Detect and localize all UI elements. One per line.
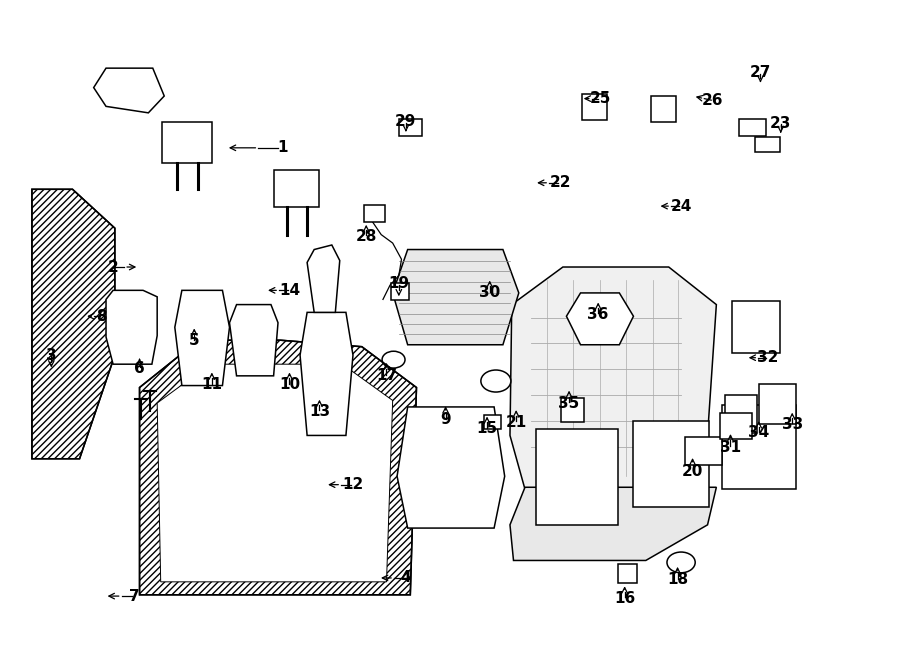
Polygon shape: [230, 305, 278, 376]
Bar: [162, 122, 212, 163]
Text: 13: 13: [309, 404, 330, 419]
Text: 23: 23: [770, 116, 791, 131]
Bar: [634, 421, 709, 507]
Text: 34: 34: [748, 425, 770, 440]
Text: 14: 14: [279, 283, 300, 298]
Text: 25: 25: [590, 91, 610, 106]
Bar: [739, 120, 766, 136]
Bar: [274, 171, 319, 208]
Text: 21: 21: [506, 415, 526, 430]
Polygon shape: [397, 407, 505, 528]
Polygon shape: [566, 293, 634, 345]
Text: 30: 30: [479, 286, 500, 301]
Text: 18: 18: [667, 572, 688, 588]
Text: 3: 3: [46, 348, 57, 363]
Text: 27: 27: [750, 65, 771, 80]
Text: 20: 20: [682, 464, 703, 479]
Text: 19: 19: [388, 276, 410, 292]
Bar: [483, 414, 501, 429]
Text: 26: 26: [702, 93, 724, 108]
Text: 29: 29: [395, 114, 417, 130]
Bar: [720, 413, 751, 440]
Bar: [722, 405, 796, 489]
Text: 7: 7: [129, 588, 140, 603]
Bar: [651, 96, 676, 122]
Polygon shape: [307, 245, 340, 313]
Text: 15: 15: [476, 422, 498, 436]
Polygon shape: [510, 487, 716, 561]
Polygon shape: [140, 340, 417, 595]
Bar: [617, 564, 637, 583]
Text: 11: 11: [202, 377, 222, 393]
Text: 6: 6: [134, 360, 145, 375]
Bar: [561, 398, 584, 422]
Text: 17: 17: [376, 368, 397, 383]
Bar: [755, 137, 780, 153]
Text: 9: 9: [440, 412, 451, 428]
Text: 12: 12: [342, 477, 364, 492]
Text: 36: 36: [588, 307, 609, 322]
Polygon shape: [106, 290, 158, 364]
Bar: [364, 205, 384, 221]
Text: 2: 2: [108, 260, 119, 274]
Circle shape: [481, 370, 511, 392]
Bar: [582, 94, 607, 120]
Bar: [733, 301, 780, 353]
Text: 22: 22: [550, 175, 571, 190]
Text: 31: 31: [720, 440, 741, 455]
Polygon shape: [392, 250, 518, 345]
Bar: [685, 437, 722, 465]
Polygon shape: [300, 313, 353, 436]
Bar: [399, 120, 422, 136]
Text: 4: 4: [400, 570, 411, 586]
Polygon shape: [94, 68, 164, 113]
Text: 35: 35: [558, 395, 580, 410]
Text: 28: 28: [356, 229, 377, 244]
Polygon shape: [32, 189, 115, 459]
Text: 16: 16: [614, 591, 635, 606]
Text: 1: 1: [277, 140, 288, 155]
Bar: [536, 429, 617, 525]
Bar: [725, 395, 757, 433]
Bar: [391, 283, 409, 300]
Polygon shape: [510, 267, 716, 489]
Text: 33: 33: [781, 417, 803, 432]
Bar: [759, 384, 796, 424]
Text: 8: 8: [96, 309, 107, 324]
Text: 24: 24: [670, 198, 692, 214]
Text: 32: 32: [757, 350, 778, 366]
Polygon shape: [175, 290, 230, 385]
Text: 10: 10: [279, 377, 300, 393]
Text: 5: 5: [189, 333, 200, 348]
Polygon shape: [158, 364, 392, 582]
